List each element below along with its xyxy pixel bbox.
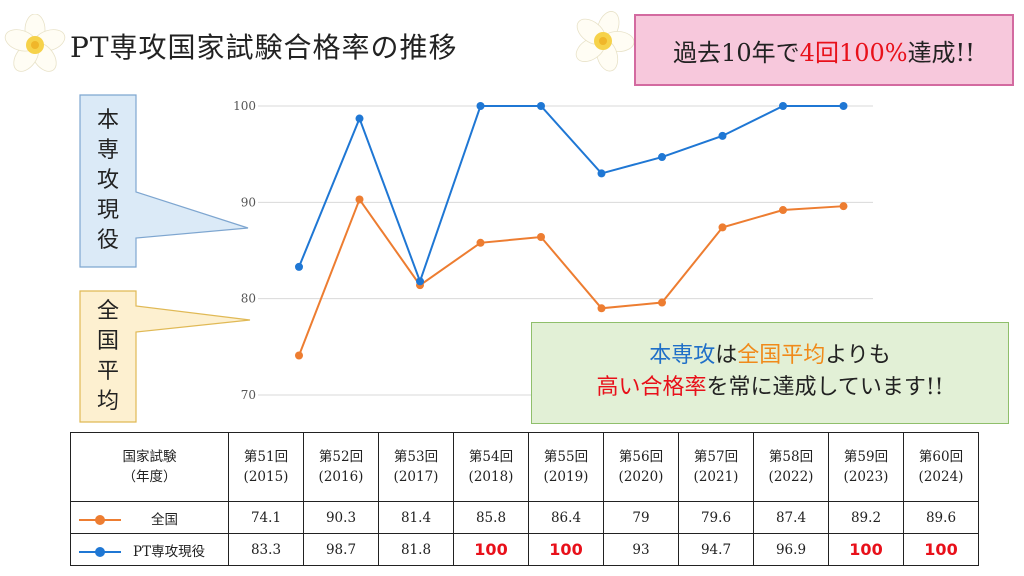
y-tick-label: 100 <box>233 99 256 113</box>
data-point-1 <box>295 262 303 271</box>
table-cell: 81.8 <box>378 533 454 566</box>
data-point-1 <box>839 102 848 110</box>
achievement-banner: 過去10年で 4回100% 達成!! <box>634 14 1014 86</box>
table-cell: 100 <box>453 533 529 566</box>
table-cell: 100 <box>903 533 979 566</box>
table-cell: 79.6 <box>678 501 754 534</box>
school-callout-char: 役 <box>96 228 119 253</box>
data-point-0 <box>476 238 485 247</box>
plumeria-flower-icon <box>4 14 66 72</box>
table-column-header: 第52回 (2016) <box>303 432 379 502</box>
data-point-1 <box>355 114 364 123</box>
banner-highlight: 4回100% <box>799 38 908 67</box>
table-column-header: 第54回 (2018) <box>453 432 529 502</box>
banner-suffix: 達成!! <box>907 38 975 67</box>
data-point-0 <box>295 351 303 360</box>
table-cell: 81.4 <box>378 501 454 534</box>
table-cell: 98.7 <box>303 533 379 566</box>
school-callout-shape <box>79 94 249 268</box>
series-line-1 <box>298 105 844 285</box>
national-callout-char: 国 <box>96 328 119 354</box>
legend-label: 全国 <box>151 511 178 528</box>
summary-text-segment: よりも <box>825 343 891 368</box>
table-header-row: 国家試験 （年度） 第51回 (2015) 第52回 (2016) 第53回 (2017)… <box>70 432 979 502</box>
summary-line-1: 本専攻は全国平均よりも <box>532 340 1008 372</box>
callout-shapes <box>79 94 251 423</box>
table-column-header: 第59回 (2023) <box>828 432 904 502</box>
summary-text-segment: 高い合格率 <box>596 375 707 400</box>
data-point-1 <box>416 277 424 286</box>
school-callout-label: 本専攻現役 <box>82 98 134 264</box>
y-tick-label: 90 <box>241 195 256 209</box>
table-header-label: 国家試験 （年度） <box>70 432 229 502</box>
data-point-0 <box>658 298 666 307</box>
summary-text-segment: 本専攻 <box>649 343 716 368</box>
national-callout-shape <box>79 290 251 423</box>
table-cell: 74.1 <box>228 501 304 534</box>
summary-box: 本専攻は全国平均よりも 高い合格率を常に達成しています!! <box>531 322 1009 424</box>
table-row-label: 全国 <box>70 501 229 534</box>
data-point-0 <box>839 202 848 211</box>
school-callout-char: 専 <box>96 138 119 163</box>
table-cell: 79 <box>603 501 679 534</box>
data-point-0 <box>718 223 727 232</box>
legend-marker-icon <box>79 515 121 525</box>
table-cell: 90.3 <box>303 501 379 534</box>
table-column-header: 第60回 (2024) <box>903 432 979 502</box>
banner-prefix: 過去10年で <box>673 38 800 67</box>
table-cell: 94.7 <box>678 533 754 566</box>
national-callout-char: 全 <box>96 298 119 324</box>
summary-text-segment: を常に達成しています!! <box>706 375 944 400</box>
data-point-1 <box>658 153 666 162</box>
summary-text-segment: 全国平均 <box>737 343 826 368</box>
table-row-school: PT専攻現役 83.3 98.7 81.8 100 100 93 94.7 96.9 100 100 <box>70 533 979 566</box>
table-column-header: 第58回 (2022) <box>753 432 829 502</box>
table-column-header: 第56回 (2020) <box>603 432 679 502</box>
data-point-1 <box>476 102 485 110</box>
table-row-label: PT専攻現役 <box>70 533 229 566</box>
table-cell: 100 <box>528 533 604 566</box>
school-callout-char: 本 <box>96 108 119 133</box>
results-table: 国家試験 （年度） 第51回 (2015) 第52回 (2016) 第53回 (2017)… <box>70 432 979 566</box>
data-point-1 <box>718 131 727 140</box>
data-point-1 <box>597 169 606 178</box>
page-title: PT専攻国家試験合格率の推移 <box>70 31 458 64</box>
data-point-0 <box>537 233 545 242</box>
series-line-0 <box>298 197 844 356</box>
table-cell: 85.8 <box>453 501 529 534</box>
table-cell: 93 <box>603 533 679 566</box>
table-cell: 100 <box>828 533 904 566</box>
national-callout-label: 全国平均 <box>82 294 134 419</box>
data-point-1 <box>537 102 545 110</box>
school-callout-char: 現 <box>96 198 119 223</box>
plumeria-flower-icon <box>575 11 634 72</box>
summary-text-segment: は <box>715 343 738 368</box>
data-point-0 <box>779 206 787 215</box>
national-callout-char: 均 <box>96 388 119 414</box>
table-cell: 89.6 <box>903 501 979 534</box>
table-column-header: 第55回 (2019) <box>528 432 604 502</box>
table-cell: 96.9 <box>753 533 829 566</box>
school-callout-char: 攻 <box>96 168 119 193</box>
national-callout-char: 平 <box>96 358 119 384</box>
data-point-1 <box>779 102 787 110</box>
table-cell: 89.2 <box>828 501 904 534</box>
legend-marker-icon <box>79 547 121 557</box>
table-cell: 86.4 <box>528 501 604 534</box>
table-column-header: 第51回 (2015) <box>228 432 304 502</box>
pass-rate-line-chart: 100 90 80 70 <box>233 99 873 402</box>
table-column-header: 第53回 (2017) <box>378 432 454 502</box>
data-point-0 <box>355 195 364 204</box>
table-column-header: 第57回 (2021) <box>678 432 754 502</box>
y-tick-label: 70 <box>241 388 256 402</box>
table-cell: 87.4 <box>753 501 829 534</box>
table-row-national: 全国 74.1 90.3 81.4 85.8 86.4 79 79.6 87.4 89.2 89.6 <box>70 501 979 534</box>
data-point-0 <box>597 304 606 313</box>
table-cell: 83.3 <box>228 533 304 566</box>
legend-label: PT専攻現役 <box>133 543 206 560</box>
y-tick-label: 80 <box>241 292 256 306</box>
summary-line-2: 高い合格率を常に達成しています!! <box>532 372 1008 404</box>
